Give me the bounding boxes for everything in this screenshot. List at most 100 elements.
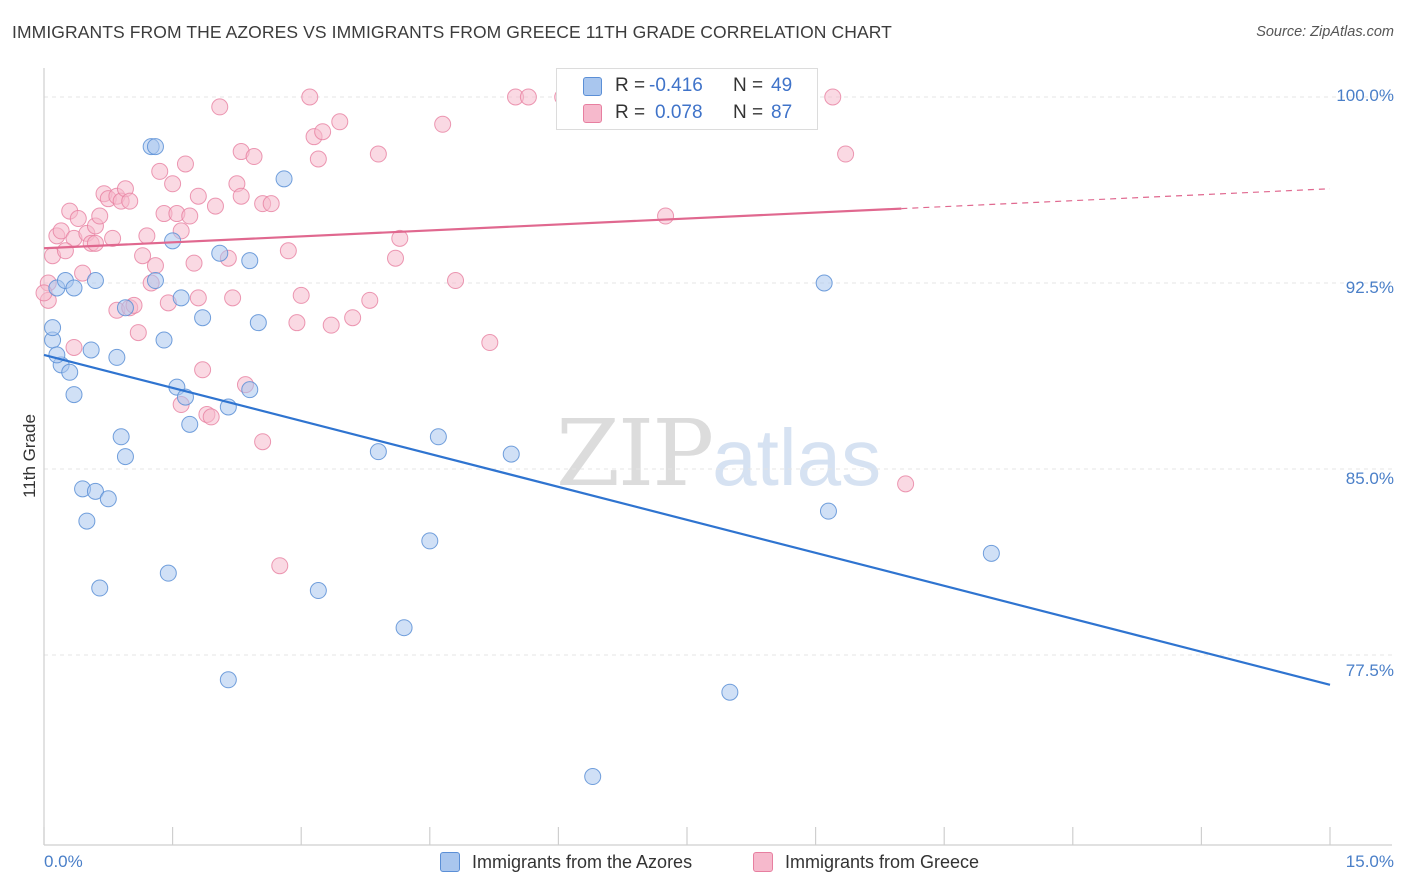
greece-point bbox=[481, 334, 499, 352]
greece-point bbox=[322, 316, 340, 334]
azores-point bbox=[421, 532, 439, 550]
greece-point bbox=[519, 88, 537, 106]
source-credit: Source: ZipAtlas.com bbox=[1256, 24, 1394, 40]
n-label: N = bbox=[733, 102, 764, 123]
azores-point bbox=[982, 544, 1000, 562]
azores-point bbox=[99, 490, 117, 508]
greece-point bbox=[331, 113, 349, 131]
greece-point bbox=[138, 227, 156, 245]
azores-point bbox=[275, 170, 293, 188]
r-value: -0.416 bbox=[649, 75, 703, 96]
azores-point bbox=[112, 428, 130, 446]
azores-point bbox=[44, 319, 62, 337]
azores-point bbox=[502, 445, 520, 463]
azores-point bbox=[155, 331, 173, 349]
greece-point bbox=[189, 187, 207, 205]
azores-point bbox=[211, 244, 229, 262]
azores-point bbox=[86, 482, 104, 500]
azores-point bbox=[815, 274, 833, 292]
greece-point bbox=[279, 242, 297, 260]
watermark-atlas: atlas bbox=[712, 413, 882, 502]
greece-point bbox=[288, 314, 306, 332]
greece-point bbox=[434, 115, 452, 133]
azores-point bbox=[116, 448, 134, 466]
greece-point bbox=[164, 175, 182, 193]
greece-point bbox=[391, 229, 409, 247]
greece-point bbox=[314, 123, 332, 141]
greece-point bbox=[52, 222, 70, 240]
greece-point bbox=[202, 408, 220, 426]
n-value: 87 bbox=[771, 102, 793, 123]
azores-point bbox=[116, 299, 134, 317]
greece-point bbox=[185, 254, 203, 272]
y-tick-label: 77.5% bbox=[1345, 661, 1394, 680]
azores-point bbox=[241, 252, 259, 270]
n-value: 49 bbox=[771, 75, 793, 96]
azores-swatch bbox=[583, 77, 602, 96]
greece-point bbox=[194, 361, 212, 379]
azores-point bbox=[309, 582, 327, 600]
legend-item-greece: Immigrants from Greece bbox=[753, 852, 979, 873]
azores-point bbox=[249, 314, 267, 332]
greece-point bbox=[86, 234, 104, 252]
greece-point bbox=[65, 338, 83, 356]
greece-point bbox=[837, 145, 855, 163]
azores-point bbox=[65, 386, 83, 404]
r-label: R = bbox=[615, 102, 646, 123]
greece-point bbox=[151, 162, 169, 180]
azores-point bbox=[65, 279, 83, 297]
azores-point bbox=[395, 619, 413, 637]
greece-point bbox=[134, 247, 152, 265]
greece-point bbox=[69, 210, 87, 228]
azores-point bbox=[219, 671, 237, 689]
greece-point bbox=[344, 309, 362, 327]
azores-point bbox=[721, 683, 739, 701]
azores-point bbox=[584, 768, 602, 786]
greece-point bbox=[189, 289, 207, 307]
greece-point bbox=[211, 98, 229, 116]
azores-point bbox=[86, 272, 104, 290]
azores-point bbox=[146, 272, 164, 290]
greece-swatch bbox=[583, 104, 602, 123]
y-tick-label: 100.0% bbox=[1336, 86, 1394, 105]
greece-point bbox=[91, 207, 109, 225]
legend-label: Immigrants from the Azores bbox=[472, 852, 693, 872]
stats-legend: R = -0.416 N = 49 R = 0.078 N = 87 bbox=[556, 68, 818, 130]
greece-point bbox=[176, 155, 194, 173]
azores-point bbox=[819, 502, 837, 520]
azores-point bbox=[241, 381, 259, 399]
greece-point bbox=[206, 197, 224, 215]
r-label: R = bbox=[615, 75, 646, 96]
azores-point bbox=[146, 138, 164, 156]
greece-point bbox=[292, 286, 310, 304]
greece-point bbox=[262, 195, 280, 213]
watermark: ZIPatlas bbox=[556, 400, 881, 507]
y-tick-label: 85.0% bbox=[1345, 469, 1394, 488]
chart-title: IMMIGRANTS FROM THE AZORES VS IMMIGRANTS… bbox=[12, 22, 892, 42]
greece-trend-extension bbox=[901, 188, 1331, 210]
azores-trend-line bbox=[43, 353, 1331, 686]
azores-point bbox=[61, 363, 79, 381]
azores-point bbox=[159, 564, 177, 582]
greece-point bbox=[387, 249, 405, 267]
azores-point bbox=[82, 341, 100, 359]
greece-point bbox=[824, 88, 842, 106]
azores-point bbox=[164, 232, 182, 250]
greece-point bbox=[897, 475, 915, 493]
greece-point bbox=[232, 187, 250, 205]
x-tick-label: 0.0% bbox=[44, 852, 83, 871]
azores-point bbox=[194, 309, 212, 327]
greece-point bbox=[301, 88, 319, 106]
greece-point bbox=[224, 289, 242, 307]
greece-point bbox=[121, 192, 139, 210]
azores-point bbox=[181, 415, 199, 433]
azores-point bbox=[78, 512, 96, 530]
greece-point bbox=[181, 207, 199, 225]
greece-point bbox=[129, 324, 147, 342]
greece-trend-line bbox=[43, 207, 902, 250]
n-label: N = bbox=[733, 75, 764, 96]
greece-point bbox=[74, 264, 92, 282]
greece-point bbox=[657, 207, 675, 225]
azores-point bbox=[172, 289, 190, 307]
y-tick-label: 92.5% bbox=[1345, 278, 1394, 297]
